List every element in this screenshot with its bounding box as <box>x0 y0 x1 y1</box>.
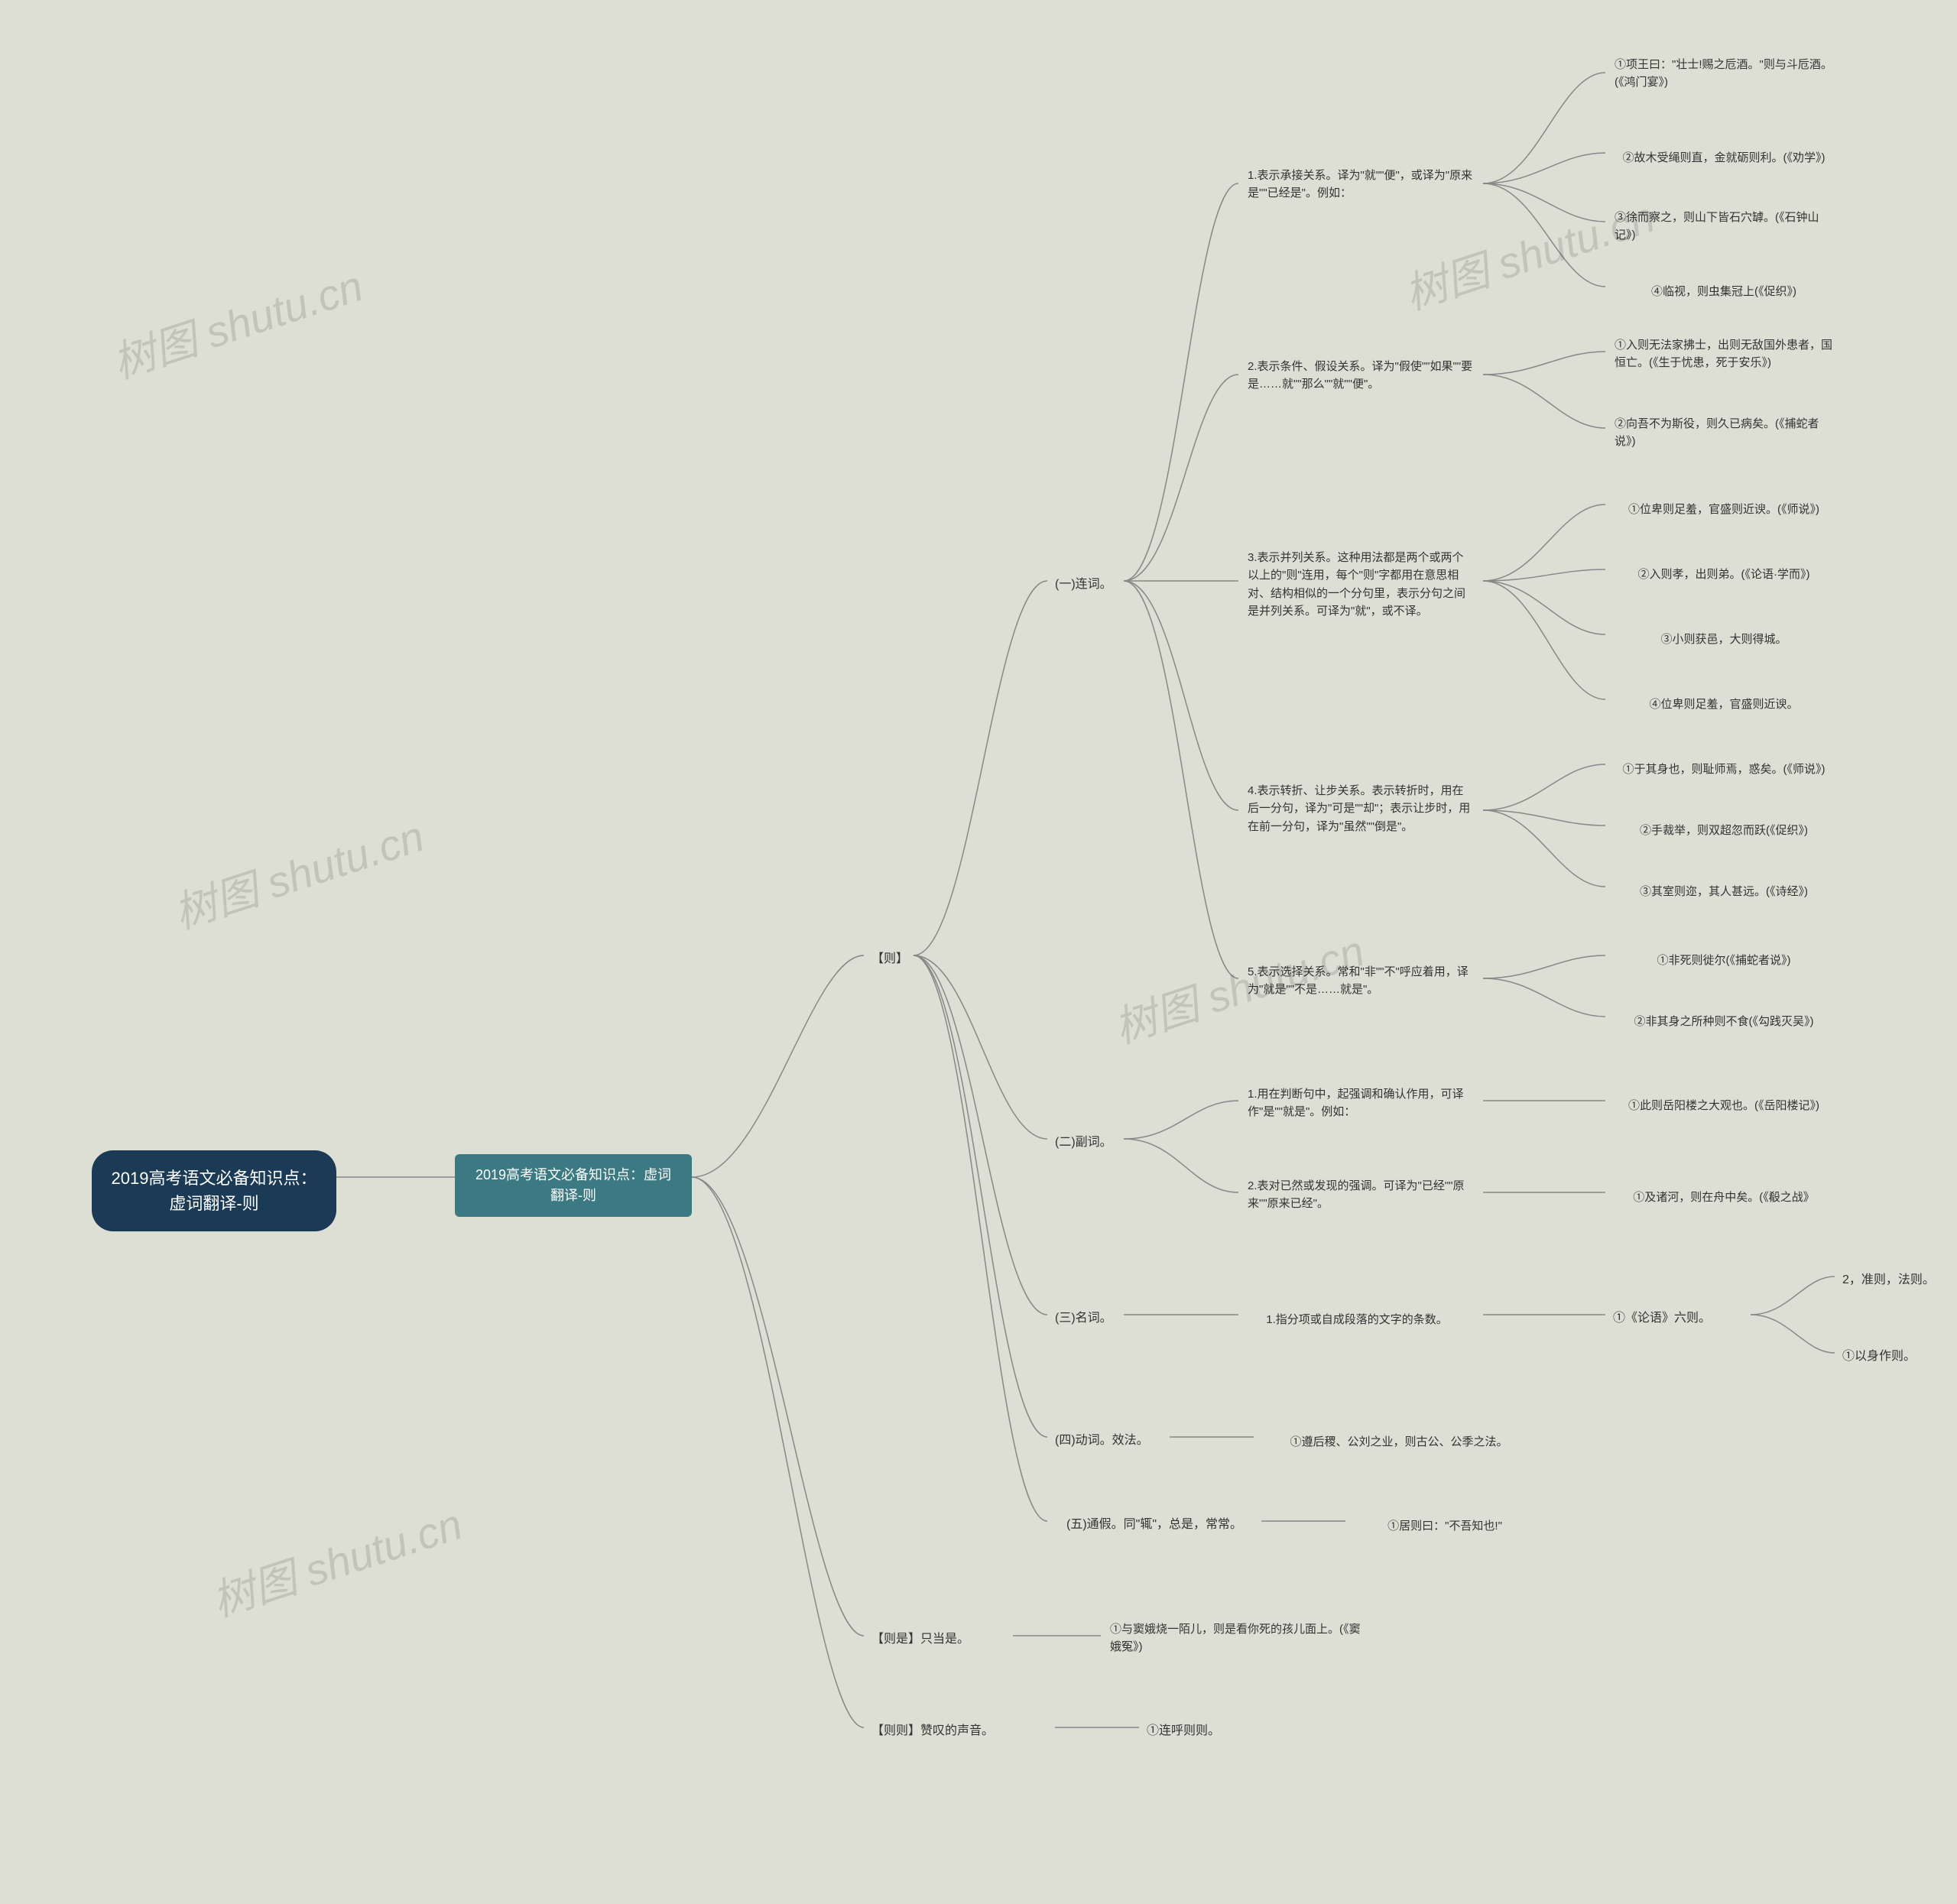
c4-leaf[interactable]: ①遵后稷、公刘之业，则古公、公季之法。 <box>1254 1427 1544 1457</box>
leaf-label: ②入则孝，出则弟。(《论语·学而》) <box>1638 566 1810 583</box>
c1-i1-label: 1.表示承接关系。译为"就""便"，或译为"原来是""已经是"。例如： <box>1248 167 1474 203</box>
ze-c5-label: (五)通假。同"辄"，总是，常常。 <box>1066 1516 1242 1534</box>
watermark: 树图 shutu.cn <box>104 252 370 391</box>
c1-i1-l2[interactable]: ②故木受绳则直，金就砺则利。(《劝学》) <box>1605 143 1842 173</box>
leaf-label: ③其室则迩，其人甚远。(《诗经》) <box>1640 883 1808 900</box>
watermark: 树图 shutu.cn <box>203 1490 469 1630</box>
c3-item-label: 1.指分项或自成段落的文字的条数。 <box>1266 1311 1448 1328</box>
ze-c3[interactable]: (三)名词。 <box>1047 1305 1120 1332</box>
ze-c3-label: (三)名词。 <box>1055 1309 1112 1328</box>
c1-i2-label: 2.表示条件、假设关系。译为"假使""如果""要是……就""那么""就""便"。 <box>1248 358 1474 394</box>
branch-ze-label: 【则】 <box>871 950 908 968</box>
root-node[interactable]: 2019高考语文必备知识点：虚词翻译-则 <box>92 1150 336 1231</box>
root-label: 2019高考语文必备知识点：虚词翻译-则 <box>110 1166 318 1216</box>
leaf-label: ①此则岳阳楼之大观也。(《岳阳楼记》) <box>1628 1097 1819 1114</box>
c1-i5-l1[interactable]: ①非死则徙尔(《捕蛇者说》) <box>1605 946 1842 975</box>
c1-i3-l3[interactable]: ③小则获邑，大则得城。 <box>1605 624 1842 654</box>
watermark: 树图 shutu.cn <box>165 803 431 942</box>
c1-i3[interactable]: 3.表示并列关系。这种用法都是两个或两个以上的"则"连用，每个"则"字都用在意思… <box>1238 543 1483 626</box>
c1-i1-l3[interactable]: ③徐而察之，则山下皆石穴罅。(《石钟山记》) <box>1605 203 1842 251</box>
ze-c2-label: (二)副词。 <box>1055 1134 1112 1152</box>
c1-i1-l1[interactable]: ①项王曰："壮士!赐之卮酒。"则与斗卮酒。(《鸿门宴》) <box>1605 50 1842 98</box>
leaf-label: ①《论语》六则。 <box>1613 1309 1711 1328</box>
leaf-label: ②手裁举，则双超忽而跃(《促织》) <box>1640 822 1808 839</box>
leaf-label: ①连呼则则。 <box>1147 1722 1220 1740</box>
sub-label: 2019高考语文必备知识点：虚词翻译-则 <box>469 1165 678 1206</box>
leaf-label: ②非其身之所种则不食(《勾践灭吴》) <box>1634 1013 1814 1030</box>
leaf-label: ①项王曰："壮士!赐之卮酒。"则与斗卮酒。(《鸿门宴》) <box>1615 56 1833 92</box>
leaf-label: ①以身作则。 <box>1842 1348 1916 1366</box>
c3-leaf-sub1[interactable]: 2，准则，法则。 <box>1835 1267 1942 1294</box>
ze-c1[interactable]: (一)连词。 <box>1047 571 1120 598</box>
c1-i5[interactable]: 5.表示选择关系。常和"非""不"呼应着用，译为"就是""不是……就是"。 <box>1238 957 1483 1005</box>
c1-i4-l3[interactable]: ③其室则迩，其人甚远。(《诗经》) <box>1605 877 1842 907</box>
c1-i4-label: 4.表示转折、让步关系。表示转折时，用在后一分句，译为"可是""却"；表示让步时… <box>1248 782 1474 835</box>
ze-c4-label: (四)动词。效法。 <box>1055 1432 1149 1450</box>
c1-i4[interactable]: 4.表示转折、让步关系。表示转折时，用在后一分句，译为"可是""却"；表示让步时… <box>1238 776 1483 842</box>
c2-i1-label: 1.用在判断句中，起强调和确认作用，可译作"是""就是"。例如： <box>1248 1085 1474 1121</box>
branch-ze-shi-label: 【则是】只当是。 <box>871 1630 969 1649</box>
c1-i3-l1[interactable]: ①位卑则足羞，官盛则近谀。(《师说》) <box>1605 495 1842 524</box>
ze-c1-label: (一)连词。 <box>1055 576 1112 594</box>
leaf-label: 2，准则，法则。 <box>1842 1271 1935 1289</box>
leaf-label: ①非死则徙尔(《捕蛇者说》) <box>1657 952 1791 969</box>
leaf-label: ①入则无法家拂士，出则无敌国外患者，国恒亡。(《生于忧患，死于安乐》) <box>1615 336 1833 372</box>
leaf-label: ①与窦娥烧一陌儿，则是看你死的孩儿面上。(《窦娥冤》) <box>1110 1620 1367 1656</box>
c2-i2-label: 2.表对已然或发现的强调。可译为"已经""原来""原来已经"。 <box>1248 1177 1474 1213</box>
ze-c5[interactable]: (五)通假。同"辄"，总是，常常。 <box>1047 1511 1261 1539</box>
mindmap-canvas: 树图 shutu.cn 树图 shutu.cn 树图 shutu.cn 树图 s… <box>0 0 1957 1904</box>
c1-i1[interactable]: 1.表示承接关系。译为"就""便"，或译为"原来是""已经是"。例如： <box>1238 161 1483 209</box>
c3-item[interactable]: 1.指分项或自成段落的文字的条数。 <box>1238 1305 1475 1335</box>
c3-leaf-sub2[interactable]: ①以身作则。 <box>1835 1343 1923 1370</box>
branch-ze-ze-label: 【则则】赞叹的声音。 <box>871 1722 994 1740</box>
leaf-label: ④临视，则虫集冠上(《促织》) <box>1651 283 1796 300</box>
sub-node[interactable]: 2019高考语文必备知识点：虚词翻译-则 <box>455 1154 692 1217</box>
branch-ze[interactable]: 【则】 <box>864 946 916 973</box>
ze-ze-leaf[interactable]: ①连呼则则。 <box>1139 1717 1228 1745</box>
leaf-label: ①遵后稷、公刘之业，则古公、公季之法。 <box>1290 1433 1508 1451</box>
c1-i4-l1[interactable]: ①于其身也，则耻师焉，惑矣。(《师说》) <box>1605 754 1842 784</box>
c1-i3-label: 3.表示并列关系。这种用法都是两个或两个以上的"则"连用，每个"则"字都用在意思… <box>1248 549 1474 620</box>
c5-leaf[interactable]: ①居则曰："不吾知也!" <box>1345 1511 1544 1541</box>
c3-leaf[interactable]: ①《论语》六则。 <box>1605 1305 1718 1332</box>
c1-i2[interactable]: 2.表示条件、假设关系。译为"假使""如果""要是……就""那么""就""便"。 <box>1238 352 1483 400</box>
leaf-label: ①居则曰："不吾知也!" <box>1387 1517 1502 1535</box>
branch-ze-ze[interactable]: 【则则】赞叹的声音。 <box>864 1717 1001 1745</box>
c1-i3-l4[interactable]: ④位卑则足羞，官盛则近谀。 <box>1605 689 1842 719</box>
c1-i2-l2[interactable]: ②向吾不为斯役，则久已病矣。(《捕蛇者说》) <box>1605 409 1842 457</box>
c1-i2-l1[interactable]: ①入则无法家拂士，出则无敌国外患者，国恒亡。(《生于忧患，死于安乐》) <box>1605 330 1842 378</box>
c2-i1-leaf[interactable]: ①此则岳阳楼之大观也。(《岳阳楼记》) <box>1605 1091 1842 1121</box>
branch-ze-shi[interactable]: 【则是】只当是。 <box>864 1626 977 1653</box>
leaf-label: ②故木受绳则直，金就砺则利。(《劝学》) <box>1623 149 1826 167</box>
c1-i5-l2[interactable]: ②非其身之所种则不食(《勾践灭吴》) <box>1605 1007 1842 1036</box>
c1-i3-l2[interactable]: ②入则孝，出则弟。(《论语·学而》) <box>1605 560 1842 589</box>
ze-c2[interactable]: (二)副词。 <box>1047 1129 1120 1156</box>
ze-shi-leaf[interactable]: ①与窦娥烧一陌儿，则是看你死的孩儿面上。(《窦娥冤》) <box>1101 1614 1376 1662</box>
c1-i5-label: 5.表示选择关系。常和"非""不"呼应着用，译为"就是""不是……就是"。 <box>1248 963 1474 999</box>
leaf-label: ③小则获邑，大则得城。 <box>1660 631 1787 648</box>
leaf-label: ③徐而察之，则山下皆石穴罅。(《石钟山记》) <box>1615 209 1833 245</box>
c1-i4-l2[interactable]: ②手裁举，则双超忽而跃(《促织》) <box>1605 816 1842 845</box>
c2-i1[interactable]: 1.用在判断句中，起强调和确认作用，可译作"是""就是"。例如： <box>1238 1079 1483 1127</box>
leaf-label: ②向吾不为斯役，则久已病矣。(《捕蛇者说》) <box>1615 415 1833 451</box>
ze-c4[interactable]: (四)动词。效法。 <box>1047 1427 1157 1455</box>
leaf-label: ①于其身也，则耻师焉，惑矣。(《师说》) <box>1623 761 1826 778</box>
c1-i1-l4[interactable]: ④临视，则虫集冠上(《促织》) <box>1605 277 1842 307</box>
leaf-label: ①及诸河，则在舟中矣。(《殽之战》 <box>1633 1189 1815 1206</box>
leaf-label: ④位卑则足羞，官盛则近谀。 <box>1649 696 1798 713</box>
leaf-label: ①位卑则足羞，官盛则近谀。(《师说》) <box>1628 501 1819 518</box>
c2-i2[interactable]: 2.表对已然或发现的强调。可译为"已经""原来""原来已经"。 <box>1238 1171 1483 1219</box>
c2-i2-leaf[interactable]: ①及诸河，则在舟中矣。(《殽之战》 <box>1605 1182 1842 1212</box>
